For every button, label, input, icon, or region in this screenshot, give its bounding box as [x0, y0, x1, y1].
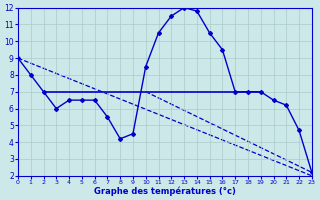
X-axis label: Graphe des températures (°c): Graphe des températures (°c)	[94, 186, 236, 196]
